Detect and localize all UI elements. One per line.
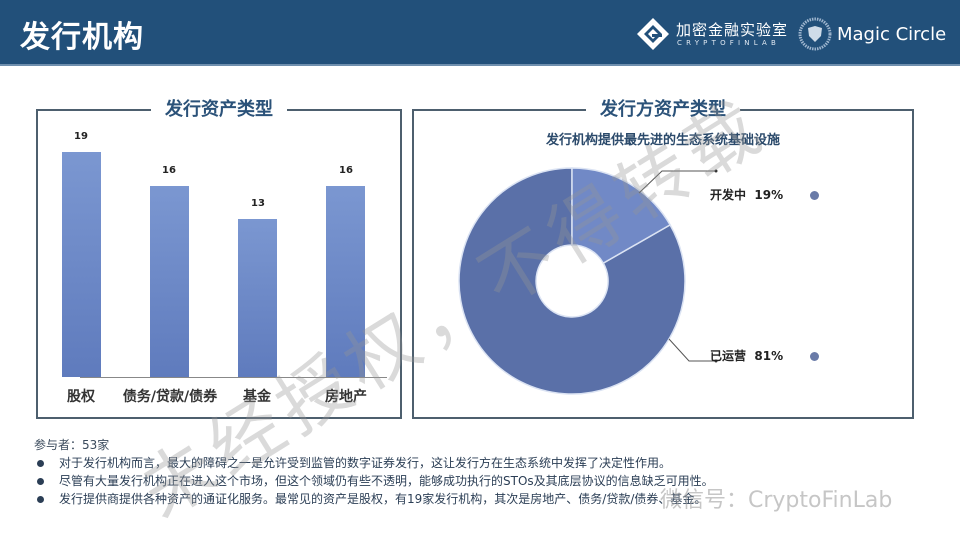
legend-pct-operational: 81% [754,349,784,363]
bar-equity [62,152,101,377]
notes-section: 参与者：53家 对于发行机构而言，最大的障碍之一是允许受到监管的数字证券发行，这… [34,436,934,508]
donut-slice-operational [458,167,686,395]
note-text: 尽管有大量发行机构正在进入这个市场，但这个领域仍有些不透明，能够成功执行的STO… [59,474,714,488]
asset-type-bar-chart: 发行资产类型 19 16 13 16 股权 债务/贷款/债券 基金 房地产 [36,97,402,419]
cryptofinlab-logo-icon [637,18,669,50]
logo-text-cn: 加密金融实验室 [676,21,789,39]
legend-dot-operational [810,352,819,361]
category-label-equity: 股权 [67,389,95,405]
note-text: 发行提供商提供各种资产的通证化服务。最常见的资产是股权，有19家发行机构，其次是… [59,492,707,506]
bar-fund [238,219,277,377]
legend-label-in-development: 开发中 19% [710,186,783,203]
magic-circle-logo-icon [798,17,832,51]
category-label-real-estate: 房地产 [325,389,367,405]
legend-dot-in-development [810,191,819,200]
note-item: 尽管有大量发行机构正在进入这个市场，但这个领域仍有些不透明，能够成功执行的STO… [34,472,934,490]
category-label-fund: 基金 [243,389,271,405]
donut-chart-subtitle: 发行机构提供最先进的生态系统基础设施 [545,133,780,148]
wechat-watermark: 微信号：CryptoFinLab [660,488,893,513]
participants-count: 参与者：53家 [34,438,110,452]
bar-value-equity: 19 [74,131,88,142]
logo-text-en: CRYPTOFINLAB [677,39,780,47]
bar-value-debt: 16 [162,165,176,176]
x-axis-line [80,377,387,378]
legend-pct-in-development: 19% [754,188,784,202]
bar-real-estate [326,186,365,377]
legend-label-operational: 已运营 81% [710,347,783,364]
donut-chart-title: 发行方资产类型 [586,97,740,123]
header-bar: 发行机构 加密金融实验室 CRYPTOFINLAB Magic Circle [0,0,960,66]
page-title: 发行机构 [20,20,144,55]
bar-chart-title: 发行资产类型 [151,97,287,123]
donut-slice-in-development [571,167,672,265]
note-text: 对于发行机构而言，最大的障碍之一是允许受到监管的数字证券发行，这让发行方在生态系… [59,456,672,470]
bullet-icon [37,496,44,503]
note-item: 对于发行机构而言，最大的障碍之一是允许受到监管的数字证券发行，这让发行方在生态系… [34,454,934,472]
bar-value-fund: 13 [251,198,265,209]
donut-graphic [458,167,718,395]
note-item: 发行提供商提供各种资产的通证化服务。最常见的资产是股权，有19家发行机构，其次是… [34,490,934,508]
logo-text-magic-circle: Magic Circle [837,24,947,45]
legend-text-in-development: 开发中 [710,188,747,202]
bar-value-real-estate: 16 [339,165,353,176]
category-label-debt: 债务/贷款/债券 [122,389,218,405]
issuer-type-donut-chart: 发行方资产类型 发行机构提供最先进的生态系统基础设施 开发中 19% 已运营 8… [412,97,914,419]
bar-debt [150,186,189,377]
bullet-icon [37,478,44,485]
bullet-icon [37,460,44,467]
legend-text-operational: 已运营 [710,349,747,363]
